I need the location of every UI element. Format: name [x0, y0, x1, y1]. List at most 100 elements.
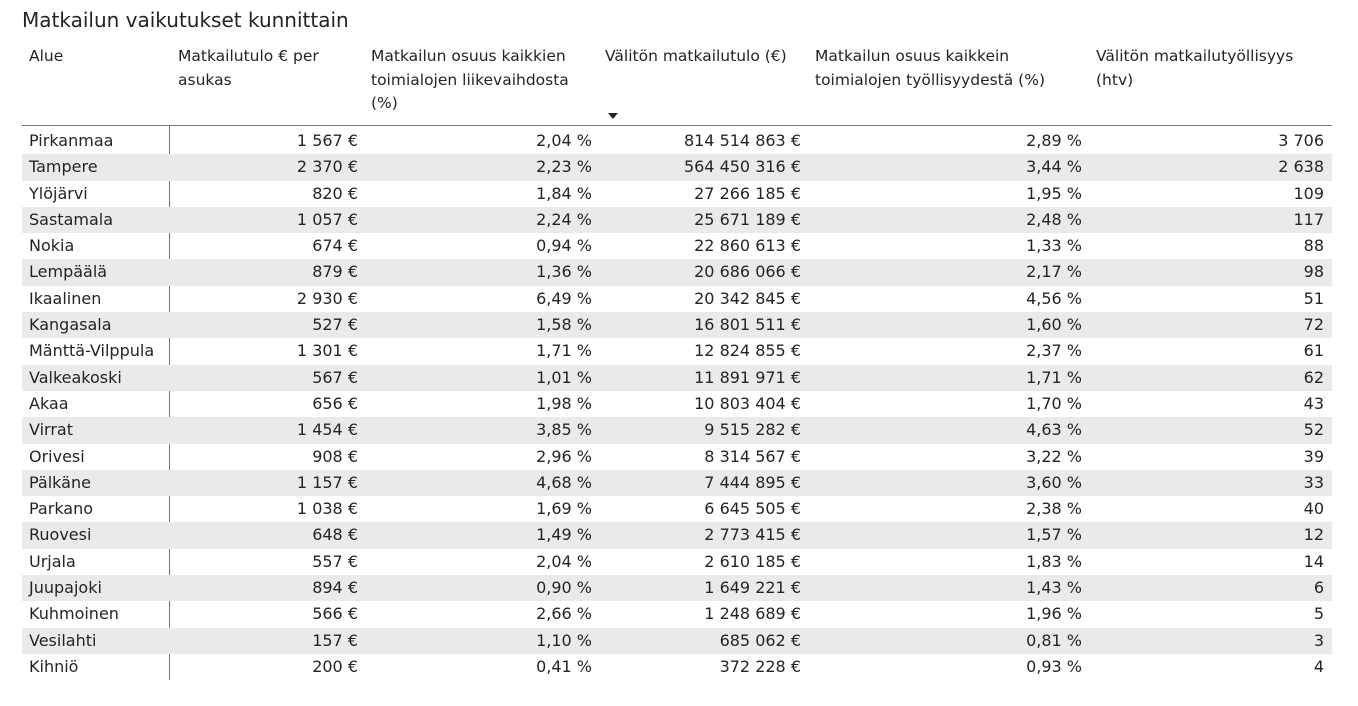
table-row[interactable]: Pirkanmaa 1 567 € 2,04 % 814 514 863 € 2,89 … [22, 128, 1332, 154]
cell-matkailutyollisyys: 72 [1303, 315, 1324, 335]
column-header-tulo-per-asukas[interactable]: Matkailutulo € per asukas [178, 47, 319, 89]
cell-valiton-matkailutulo: 22 860 613 € [694, 236, 801, 256]
cell-matkailutyollisyys: 4 [1313, 656, 1324, 676]
cell-osuus-liikevaihdosta: 4,68 % [536, 472, 592, 492]
cell-matkailutyollisyys: 43 [1303, 393, 1324, 413]
sort-descending-icon[interactable] [608, 113, 618, 119]
table-row[interactable]: Ruovesi 648 € 1,49 % 2 773 415 € 1,57 % 12 [22, 522, 1332, 549]
header-divider [22, 125, 1332, 126]
cell-osuus-liikevaihdosta: 2,04 % [536, 551, 592, 571]
cell-valiton-matkailutulo: 372 228 € [719, 656, 801, 676]
cell-valiton-matkailutulo: 7 444 895 € [704, 472, 801, 492]
cell-osuus-liikevaihdosta: 2,23 % [536, 157, 592, 177]
table-row[interactable]: Tampere 2 370 € 2,23 % 564 450 316 € 3,44 % 2… [22, 154, 1332, 181]
cell-osuus-tyollisyydesta: 3,22 % [1026, 446, 1082, 466]
cell-valiton-matkailutulo: 11 891 971 € [694, 367, 801, 387]
table-row[interactable]: Virrat 1 454 € 3,85 % 9 515 282 € 4,63 % 52 [22, 417, 1332, 444]
table-row[interactable]: Ikaalinen 2 930 € 6,49 % 20 342 845 € 4,56 %… [22, 286, 1332, 312]
table-row[interactable]: Kihniö 200 € 0,41 % 372 228 € 0,93 % 4 [22, 654, 1332, 680]
table-row[interactable]: Akaa 656 € 1,98 % 10 803 404 € 1,70 % 43 [22, 391, 1332, 417]
row-label: Mänttä-Vilppula [29, 341, 155, 361]
cell-osuus-tyollisyydesta: 3,60 % [1026, 472, 1082, 492]
cell-osuus-liikevaihdosta: 1,71 % [536, 341, 592, 361]
table-row[interactable]: Ylöjärvi 820 € 1,84 % 27 266 185 € 1,95 % 109 [22, 181, 1332, 207]
cell-osuus-tyollisyydesta: 1,70 % [1026, 393, 1082, 413]
table-row[interactable]: Valkeakoski 567 € 1,01 % 11 891 971 € 1,71 %… [22, 364, 1332, 391]
table-row[interactable]: Vesilahti 157 € 1,10 % 685 062 € 0,81 % 3 [22, 627, 1332, 654]
cell-valiton-matkailutulo: 16 801 511 € [694, 315, 801, 335]
cell-matkailutyollisyys: 2 638 [1278, 157, 1324, 177]
column-header-alue[interactable]: Alue [29, 47, 64, 65]
cell-osuus-liikevaihdosta: 2,96 % [536, 446, 592, 466]
cell-osuus-liikevaihdosta: 1,69 % [536, 499, 592, 519]
cell-valiton-matkailutulo: 10 803 404 € [694, 393, 801, 413]
cell-osuus-liikevaihdosta: 1,98 % [536, 393, 592, 413]
cell-osuus-liikevaihdosta: 2,04 % [536, 131, 592, 150]
row-label: Ylöjärvi [29, 183, 88, 203]
cell-tulo-per-asukas: 820 € [312, 183, 358, 203]
cell-matkailutyollisyys: 88 [1303, 236, 1324, 256]
table-row[interactable]: Orivesi 908 € 2,96 % 8 314 567 € 3,22 % 39 [22, 444, 1332, 470]
cell-osuus-liikevaihdosta: 2,66 % [536, 604, 592, 624]
cell-osuus-liikevaihdosta: 0,90 % [536, 578, 592, 598]
cell-valiton-matkailutulo: 1 248 689 € [704, 604, 801, 624]
cell-matkailutyollisyys: 3 706 [1278, 131, 1324, 150]
cell-tulo-per-asukas: 648 € [312, 525, 358, 545]
cell-valiton-matkailutulo: 2 773 415 € [704, 525, 801, 545]
cell-osuus-tyollisyydesta: 2,38 % [1026, 499, 1082, 519]
row-label: Akaa [29, 393, 69, 413]
cell-tulo-per-asukas: 566 € [312, 604, 358, 624]
cell-tulo-per-asukas: 879 € [312, 262, 358, 282]
cell-osuus-liikevaihdosta: 1,10 % [536, 630, 592, 650]
cell-matkailutyollisyys: 98 [1303, 262, 1324, 282]
column-header-osuus-tyollisyydesta[interactable]: Matkailun osuus kaikkein toimialojen työ… [815, 47, 1046, 89]
column-divider [169, 126, 170, 680]
cell-matkailutyollisyys: 109 [1293, 183, 1324, 203]
cell-matkailutyollisyys: 6 [1313, 578, 1324, 598]
table-row[interactable]: Juupajoki 894 € 0,90 % 1 649 221 € 1,43 % 6 [22, 575, 1332, 602]
cell-osuus-tyollisyydesta: 2,17 % [1026, 262, 1082, 282]
cell-tulo-per-asukas: 157 € [312, 630, 358, 650]
cell-osuus-tyollisyydesta: 2,89 % [1026, 131, 1082, 150]
row-label: Juupajoki [29, 578, 102, 598]
column-header-matkailutyollisyys[interactable]: Välitön matkailutyöllisyys (htv) [1096, 47, 1294, 89]
column-header-osuus-liikevaihdosta[interactable]: Matkailun osuus kaikkien toimialojen lii… [371, 47, 569, 112]
cell-matkailutyollisyys: 52 [1303, 420, 1324, 440]
table-row[interactable]: Nokia 674 € 0,94 % 22 860 613 € 1,33 % 88 [22, 233, 1332, 259]
cell-osuus-tyollisyydesta: 2,48 % [1026, 209, 1082, 229]
cell-tulo-per-asukas: 200 € [312, 656, 358, 676]
cell-osuus-liikevaihdosta: 3,85 % [536, 420, 592, 440]
cell-valiton-matkailutulo: 6 645 505 € [704, 499, 801, 519]
cell-osuus-tyollisyydesta: 4,56 % [1026, 288, 1082, 308]
table-row[interactable]: Mänttä-Vilppula 1 301 € 1,71 % 12 824 855 €… [22, 338, 1332, 364]
table-body: Pirkanmaa 1 567 € 2,04 % 814 514 863 € 2,89 … [22, 128, 1332, 680]
row-label: Parkano [29, 499, 94, 519]
cell-osuus-tyollisyydesta: 3,44 % [1026, 157, 1082, 177]
row-label: Orivesi [29, 446, 85, 466]
table-row[interactable]: Sastamala 1 057 € 2,24 % 25 671 189 € 2,48 %… [22, 206, 1332, 234]
table-row[interactable]: Lempäälä 879 € 1,36 % 20 686 066 € 2,17 % 98 [22, 259, 1332, 286]
cell-matkailutyollisyys: 12 [1303, 525, 1324, 545]
cell-tulo-per-asukas: 1 057 € [296, 209, 358, 229]
cell-tulo-per-asukas: 527 € [312, 315, 358, 335]
cell-osuus-liikevaihdosta: 0,41 % [536, 656, 592, 676]
cell-osuus-tyollisyydesta: 2,37 % [1026, 341, 1082, 361]
cell-osuus-liikevaihdosta: 6,49 % [536, 288, 592, 308]
cell-osuus-tyollisyydesta: 1,95 % [1026, 183, 1082, 203]
column-header-valiton-matkailutulo[interactable]: Välitön matkailutulo (€) [605, 47, 787, 65]
table-row[interactable]: Kangasala 527 € 1,58 % 16 801 511 € 1,60 % 72 [22, 312, 1332, 339]
table-row[interactable]: Parkano 1 038 € 1,69 % 6 645 505 € 2,38 % 40 [22, 496, 1332, 522]
row-label: Vesilahti [29, 630, 97, 650]
row-label: Pirkanmaa [29, 131, 114, 150]
cell-matkailutyollisyys: 51 [1303, 288, 1324, 308]
table-row[interactable]: Urjala 557 € 2,04 % 2 610 185 € 1,83 % 14 [22, 549, 1332, 575]
cell-osuus-tyollisyydesta: 1,33 % [1026, 236, 1082, 256]
row-label: Nokia [29, 236, 75, 256]
table-row[interactable]: Pälkäne 1 157 € 4,68 % 7 444 895 € 3,60 % 33 [22, 469, 1332, 497]
cell-valiton-matkailutulo: 27 266 185 € [694, 183, 801, 203]
table-row[interactable]: Kuhmoinen 566 € 2,66 % 1 248 689 € 1,96 % 5 [22, 601, 1332, 627]
cell-tulo-per-asukas: 1 454 € [296, 420, 358, 440]
cell-matkailutyollisyys: 40 [1303, 499, 1324, 519]
cell-tulo-per-asukas: 557 € [312, 551, 358, 571]
cell-tulo-per-asukas: 2 370 € [296, 157, 358, 177]
